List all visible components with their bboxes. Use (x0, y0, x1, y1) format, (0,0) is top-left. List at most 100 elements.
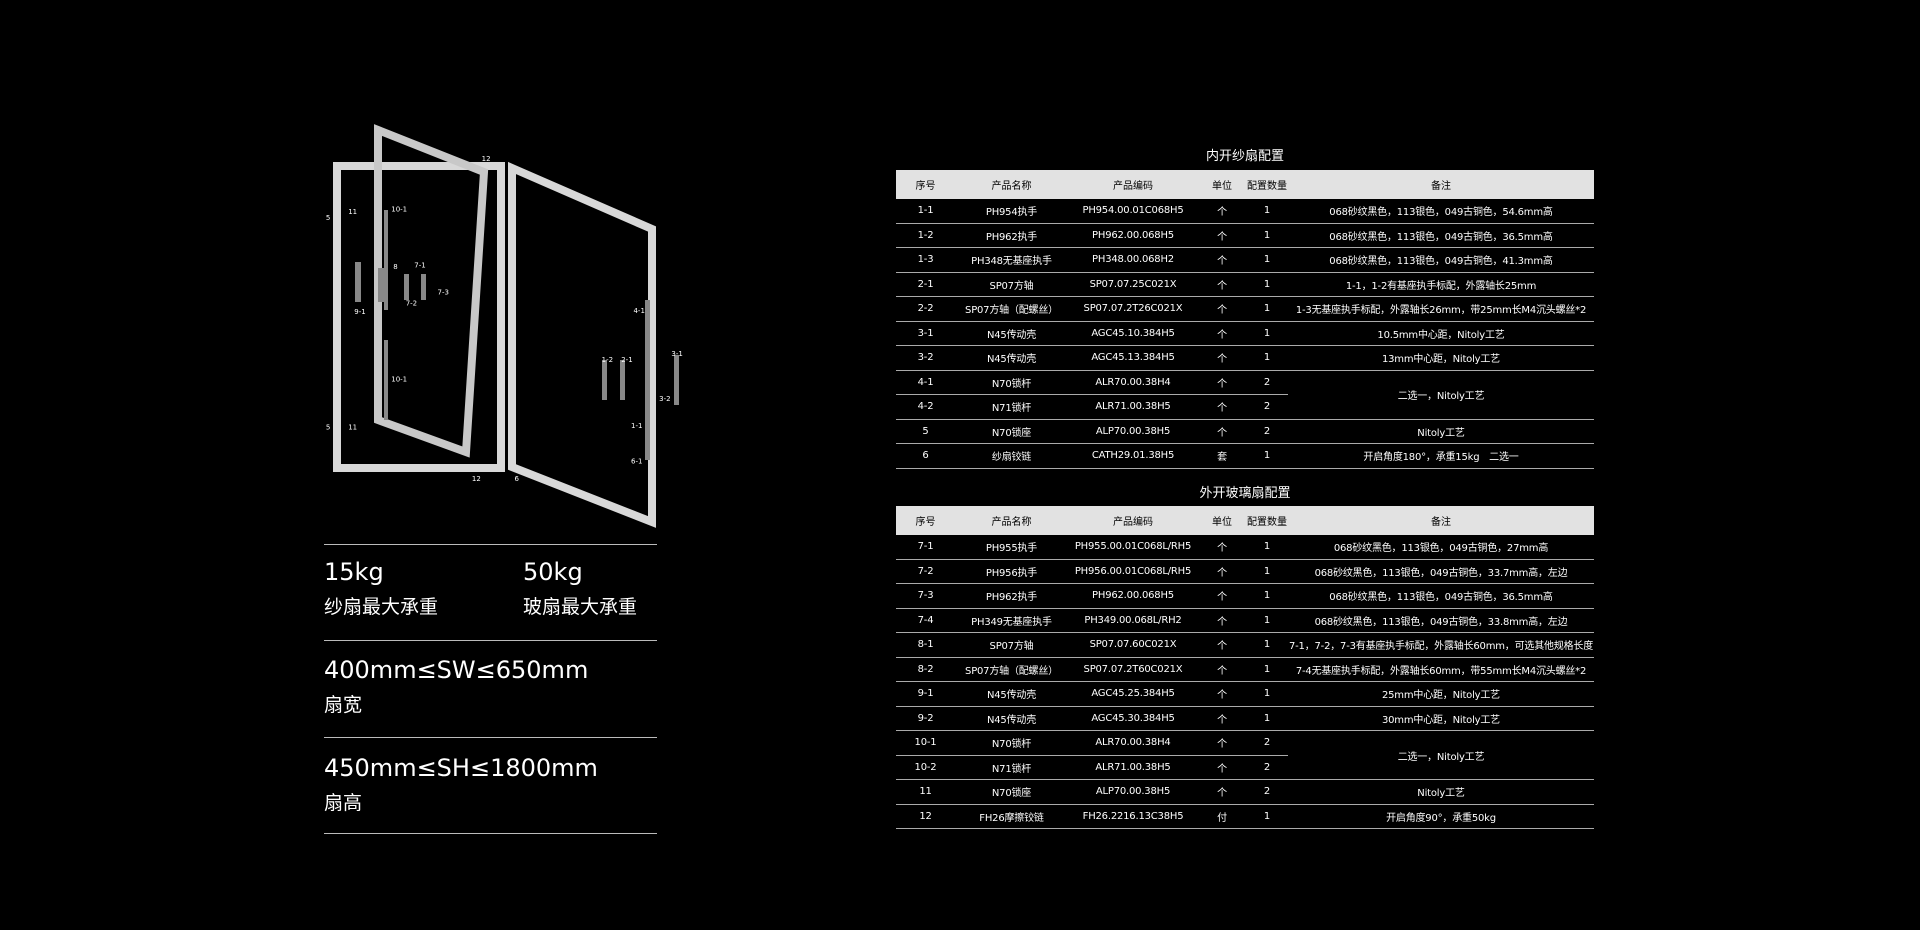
diagram-labels: 12 10-1 11 5 9-1 8 7-1 7-3 7-2 10-1 5 11 12 6 4-1 1-2 2-… (326, 155, 683, 483)
table-row: 10-1 N70锁杆 ALR70.00.38H4 个 2 二选一，Nitoly工艺 (896, 730, 1594, 780)
table-row: 10-2 N71锁杆 ALR71.00.38H5 个 2 (896, 755, 1594, 780)
table-cell: 2 (1246, 779, 1288, 805)
table-cell: N45传动壳 (955, 681, 1068, 707)
table-cell: 个 (1198, 394, 1246, 420)
header-cell: 产品名称 (955, 506, 1068, 535)
part-label: 3-1 (671, 350, 682, 358)
part-label: 11 (348, 423, 357, 431)
table-cell: 6 (896, 443, 955, 469)
table-cell: 8-2 (896, 657, 955, 682)
table-cell: 1 (1246, 223, 1288, 248)
table-cell: 个 (1198, 296, 1246, 322)
header-cell: 单位 (1198, 506, 1246, 535)
part-label: 9-1 (354, 308, 365, 316)
table-cell: 2 (1246, 730, 1288, 756)
part-label: 1-1 (631, 422, 642, 430)
table-cell: 2 (1246, 394, 1288, 420)
frame-drawing (333, 124, 656, 528)
spec-label: 纱扇最大承重 (324, 596, 439, 618)
table-cell: 068砂纹黑色，113银色，049古铜色，54.6mm高 (1288, 199, 1594, 224)
hardware-parts (355, 210, 679, 460)
table-row: 11 N70锁座 ALP70.00.38H5 个 2 Nitoly工艺 (896, 779, 1594, 805)
table-cell: SP07.07.25C021X (1068, 272, 1198, 297)
table-cell: 4-1 (896, 370, 955, 395)
table-cell: 25mm中心距，Nitoly工艺 (1288, 681, 1594, 707)
table-cell: 个 (1198, 583, 1246, 609)
divider (324, 640, 657, 641)
table-cell: 3-2 (896, 345, 955, 371)
table-cell: N70锁杆 (955, 370, 1068, 395)
table-row: 8-1 SP07方轴 SP07.07.60C021X 个 1 7-1，7-2，7-3有基座… (896, 632, 1594, 658)
table-cell: 1-1 (896, 199, 955, 224)
table-cell: N70锁座 (955, 779, 1068, 805)
table-cell: 1 (1246, 247, 1288, 273)
table-row: 1-3 PH348无基座执手 PH348.00.068H2 个 1 068砂纹黑色，113… (896, 247, 1594, 273)
table-cell: N70锁座 (955, 419, 1068, 444)
table-cell: PH962执手 (955, 223, 1068, 248)
table-cell: 1-2 (896, 223, 955, 248)
table-cell: PH349无基座执手 (955, 608, 1068, 633)
table-cell: 3-1 (896, 321, 955, 346)
table-cell: Nitoly工艺 (1288, 779, 1594, 805)
header-cell: 产品编码 (1068, 170, 1198, 199)
table-cell: 个 (1198, 370, 1246, 395)
table-cell: SP07方轴 (955, 272, 1068, 297)
table-cell: 7-4无基座执手标配，外露轴长60mm，带55mm长M4沉头螺丝*2 (1288, 657, 1594, 682)
table-cell: PH956执手 (955, 559, 1068, 584)
part-label: 11 (348, 208, 357, 216)
table-cell: 个 (1198, 755, 1246, 780)
part-label: 8 (393, 263, 397, 271)
table-cell: 7-2 (896, 559, 955, 584)
table-row: 9-1 N45传动壳 AGC45.25.384H5 个 1 25mm中心距，Nitoly工… (896, 681, 1594, 707)
table-cell: 2-2 (896, 296, 955, 322)
window-diagram: 12 10-1 11 5 9-1 8 7-1 7-3 7-2 10-1 5 11 12 6 4-1 1-2 2-… (326, 124, 683, 528)
part-label: 7-2 (406, 300, 417, 308)
spec-label: 扇高 (324, 792, 363, 814)
table-cell: AGC45.13.384H5 (1068, 345, 1198, 371)
header-cell: 序号 (896, 506, 955, 535)
table-cell: PH962.00.068H5 (1068, 223, 1198, 248)
table-cell: SP07方轴 (955, 632, 1068, 658)
table-cell: 2 (1246, 370, 1288, 395)
table-cell: 个 (1198, 681, 1246, 707)
table-cell: 1 (1246, 706, 1288, 731)
table-cell: 个 (1198, 223, 1246, 248)
part-label: 7-3 (438, 289, 449, 297)
table-cell: 个 (1198, 608, 1246, 633)
table-cell: 开启角度90°，承重50kg (1288, 804, 1594, 829)
header-cell: 配置数量 (1246, 170, 1288, 199)
part-label: 5 (326, 214, 330, 222)
table-cell: 068砂纹黑色，113银色，049古铜色，33.8mm高，左边 (1288, 608, 1594, 633)
divider (324, 544, 657, 545)
table-cell: 1 (1246, 681, 1288, 707)
table-cell: SP07.07.2T26C021X (1068, 296, 1198, 322)
table-cell: 个 (1198, 247, 1246, 273)
table-row: 8-2 SP07方轴（配螺丝） SP07.07.2T60C021X 个 1 7-4无基座执… (896, 657, 1594, 682)
table-cell: 7-4 (896, 608, 955, 633)
spec-label: 玻扇最大承重 (523, 596, 638, 618)
table-cell: 1 (1246, 321, 1288, 346)
table-cell: AGC45.10.384H5 (1068, 321, 1198, 346)
table-cell: 7-3 (896, 583, 955, 609)
table-cell: 个 (1198, 730, 1246, 756)
table-cell: SP07方轴（配螺丝） (955, 296, 1068, 322)
table-cell: 9-2 (896, 706, 955, 731)
table-cell: 1 (1246, 443, 1288, 469)
table-cell: 个 (1198, 345, 1246, 371)
table-cell: N70锁杆 (955, 730, 1068, 756)
header-cell: 产品名称 (955, 170, 1068, 199)
table-cell: 30mm中心距，Nitoly工艺 (1288, 706, 1594, 731)
table-cell: 个 (1198, 272, 1246, 297)
part-label: 10-1 (391, 376, 407, 384)
table-cell: FH26摩擦铰链 (955, 804, 1068, 829)
table-cell: PH962.00.068H5 (1068, 583, 1198, 609)
table-cell: N71锁杆 (955, 394, 1068, 420)
table-cell: N45传动壳 (955, 345, 1068, 371)
part-label: 1-2 (602, 356, 613, 364)
part-label: 12 (472, 475, 481, 483)
table-cell: PH955执手 (955, 535, 1068, 560)
table-cell: 1-3无基座执手标配，外露轴长26mm，带25mm长M4沉头螺丝*2 (1288, 296, 1594, 322)
part-label: 12 (482, 155, 491, 163)
table-row: 2-1 SP07方轴 SP07.07.25C021X 个 1 1-1，1-2有基座执手标配… (896, 272, 1594, 297)
table-cell: 1 (1246, 608, 1288, 633)
